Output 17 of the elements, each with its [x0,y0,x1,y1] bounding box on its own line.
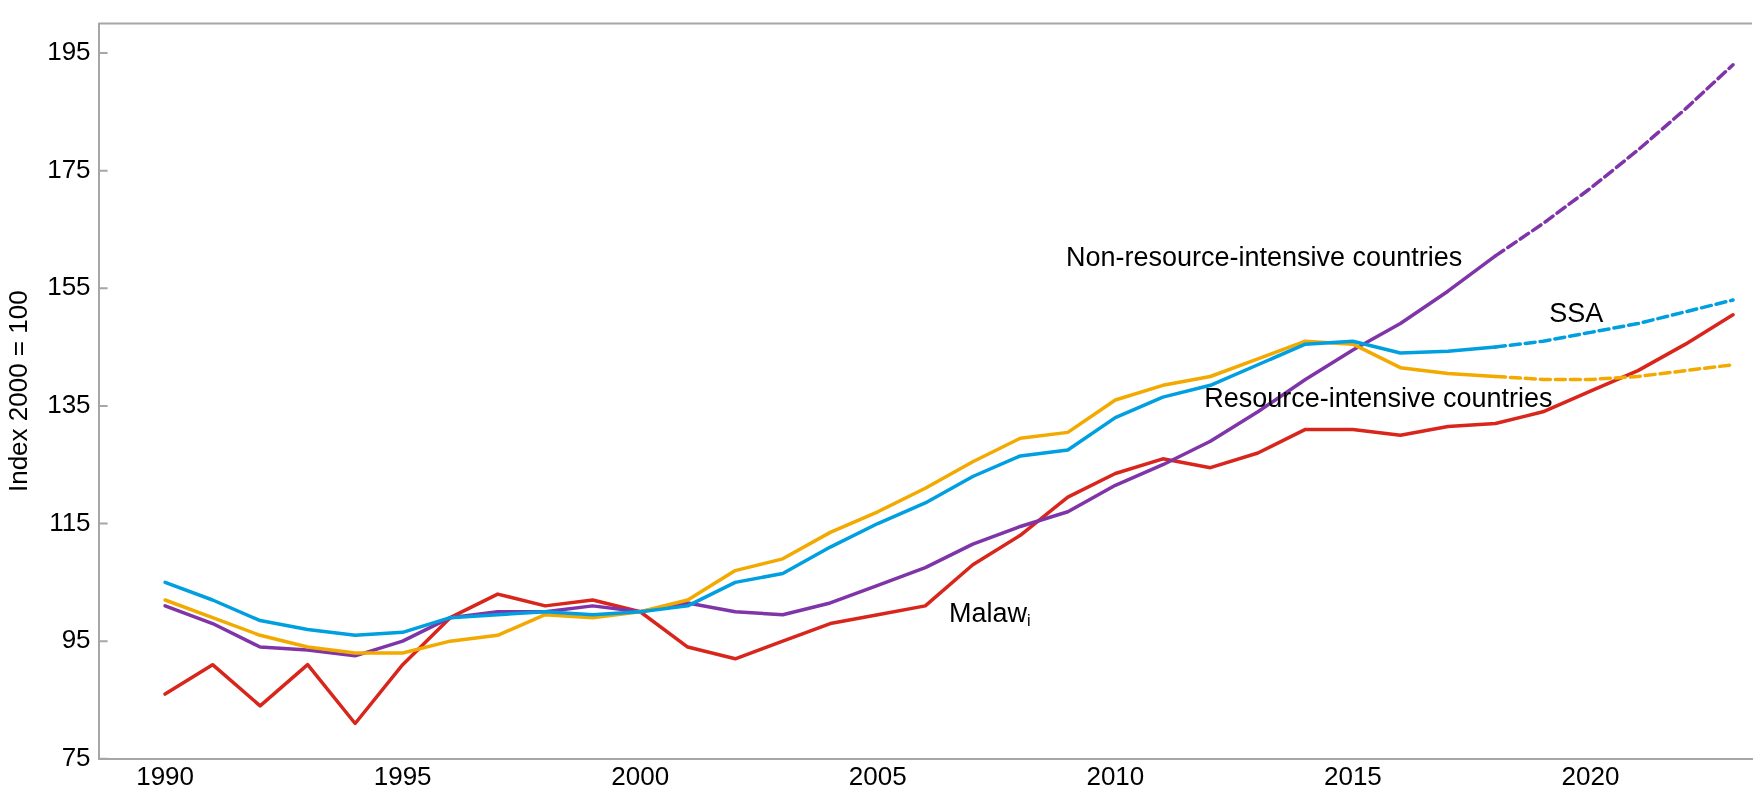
x-tick-label: 1995 [373,760,432,791]
y-tick-label: 135 [47,389,91,420]
x-tick-label: 2005 [848,760,907,791]
y-tick-label: 155 [47,271,91,302]
x-tick-label: 2020 [1561,760,1620,791]
y-tick-label: 95 [61,624,91,655]
text: SSA [1549,298,1604,329]
series-label: Non-resource-intensive countries [1066,242,1463,273]
y-tick-label: 115 [49,506,91,537]
x-tick-label: 2010 [1086,760,1145,791]
y-tick-label: 175 [47,153,91,184]
y-axis-title: Index 2000 = 100 [2,290,33,493]
x-tick-label: 2015 [1323,760,1382,791]
y-tick-label: 75 [61,741,91,772]
x-tick-label: 1990 [136,760,195,791]
x-tick-label: 2000 [611,760,670,791]
y-tick-label: 195 [47,36,91,67]
